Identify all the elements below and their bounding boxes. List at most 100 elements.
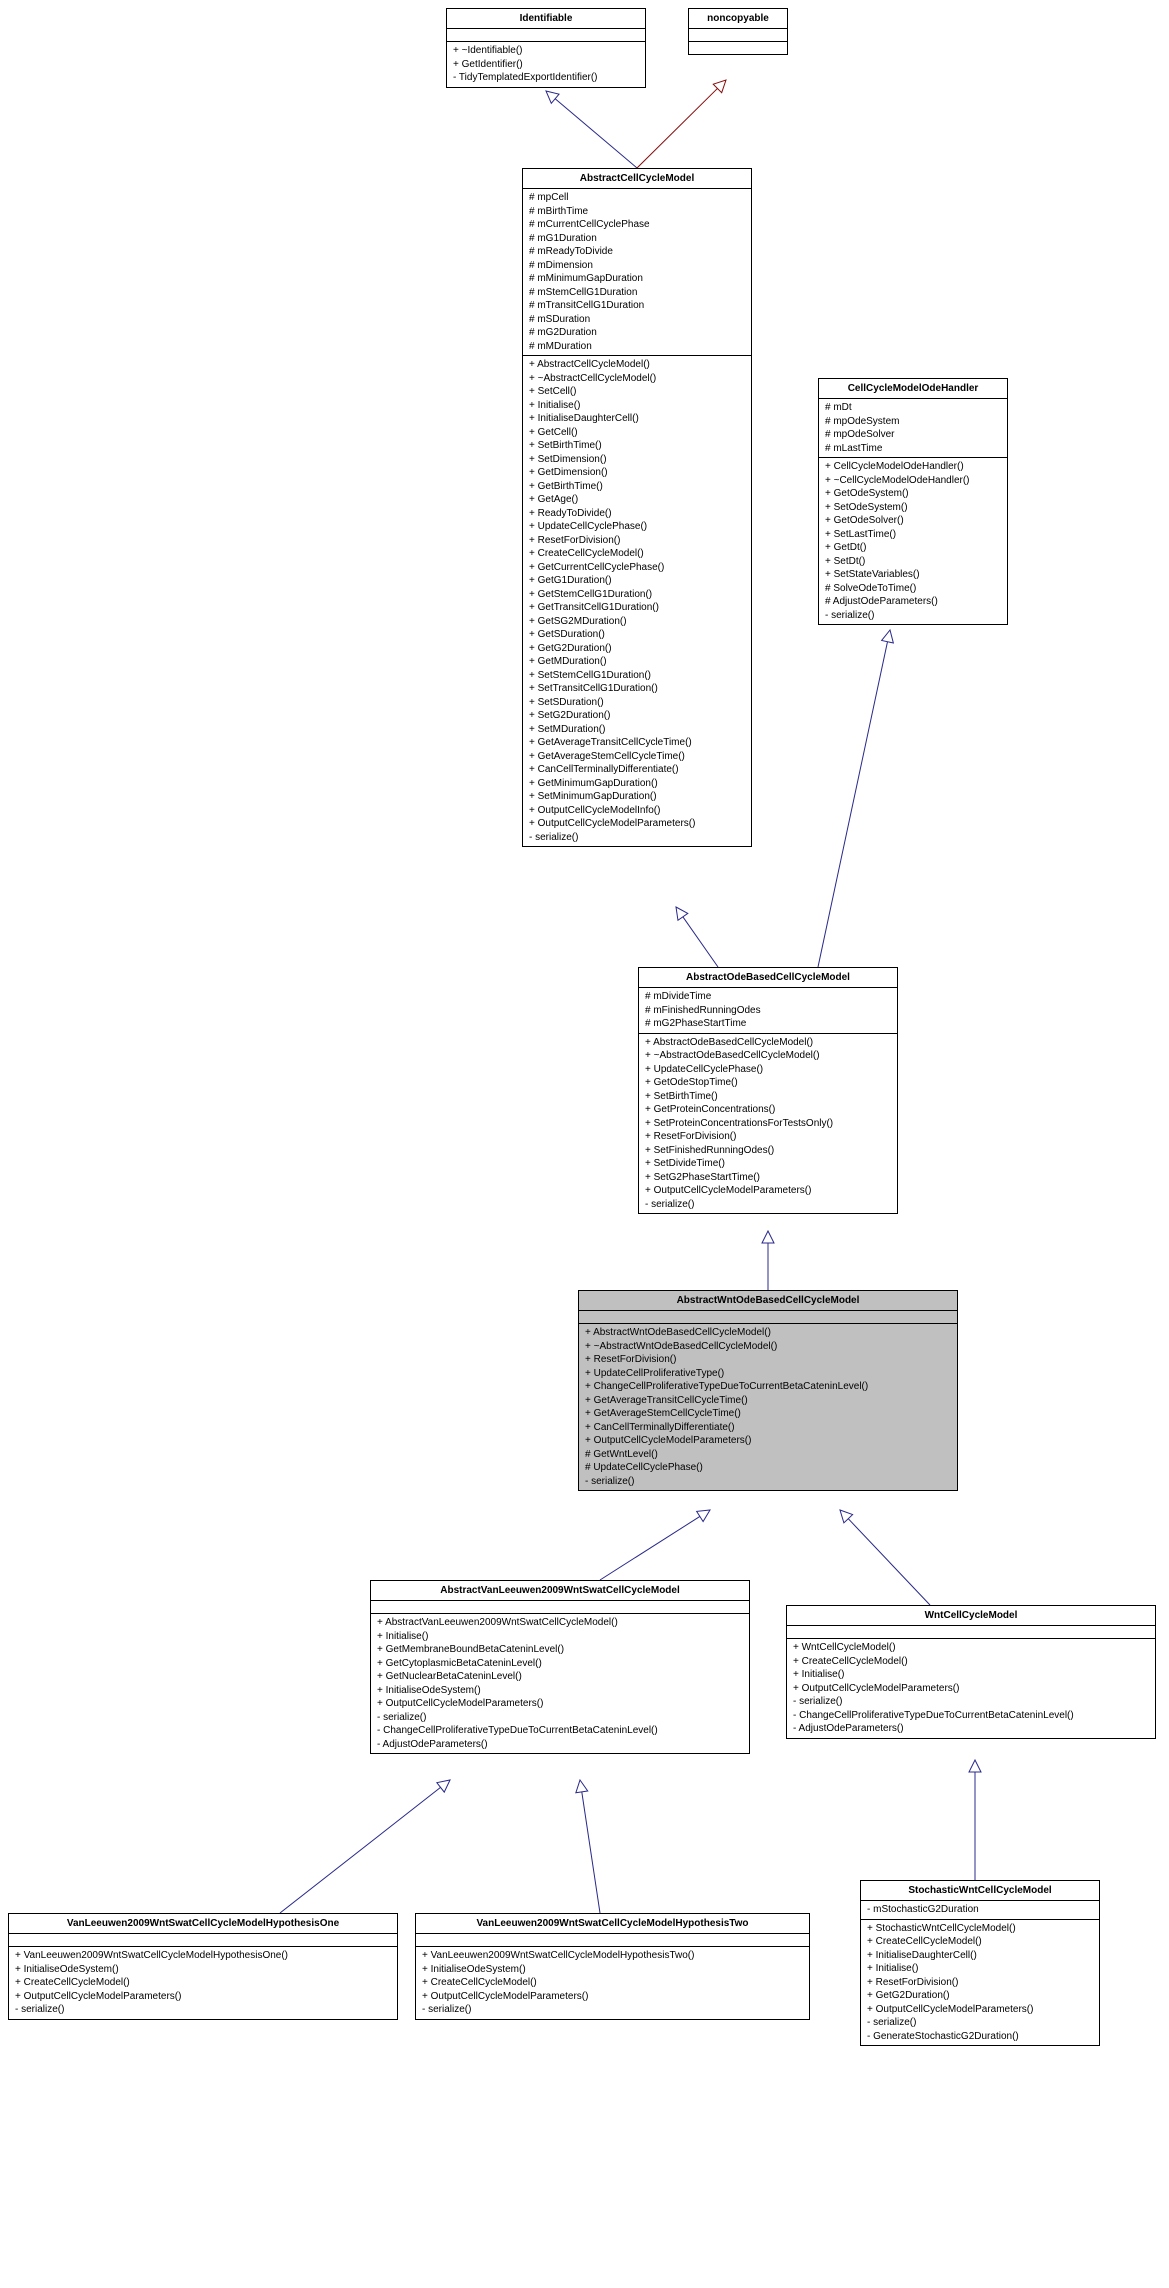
class-fields: # mDivideTime# mFinishedRunningOdes# mG2… [639,988,897,1034]
method-item: + SetDimension() [529,453,745,467]
method-item: + Initialise() [529,399,745,413]
method-item: + GetStemCellG1Duration() [529,588,745,602]
class-title: AbstractVanLeeuwen2009WntSwatCellCycleMo… [371,1581,749,1601]
method-item: # AdjustOdeParameters() [825,595,1001,609]
method-item: + SetDt() [825,555,1001,569]
field-item: # mDivideTime [645,990,891,1004]
method-item: + OutputCellCycleModelParameters() [377,1697,743,1711]
class-title: Identifiable [447,9,645,29]
class-methods: + VanLeeuwen2009WntSwatCellCycleModelHyp… [9,1947,397,2019]
method-item: + InitialiseOdeSystem() [422,1963,803,1977]
method-item: + GetNuclearBetaCateninLevel() [377,1670,743,1684]
method-item: + OutputCellCycleModelParameters() [529,817,745,831]
method-item: + GetBirthTime() [529,480,745,494]
class-methods: + AbstractCellCycleModel()+ ~AbstractCel… [523,356,751,846]
method-item: + Initialise() [793,1668,1149,1682]
field-item: # mLastTime [825,442,1001,456]
method-item: + SetLastTime() [825,528,1001,542]
method-item: + ResetForDivision() [585,1353,951,1367]
method-item: + Initialise() [867,1962,1093,1976]
field-item: # mFinishedRunningOdes [645,1004,891,1018]
method-item: + ResetForDivision() [867,1976,1093,1990]
field-item: # mpOdeSystem [825,415,1001,429]
method-item: + ~AbstractCellCycleModel() [529,372,745,386]
class-title: WntCellCycleModel [787,1606,1155,1626]
method-item: + GetOdeSolver() [825,514,1001,528]
method-item: + GetCurrentCellCyclePhase() [529,561,745,575]
method-item: + GetSDuration() [529,628,745,642]
class-methods: + WntCellCycleModel()+ CreateCellCycleMo… [787,1639,1155,1738]
method-item: + Initialise() [377,1630,743,1644]
method-item: + SetSDuration() [529,696,745,710]
method-item: + SetStateVariables() [825,568,1001,582]
method-item: - ChangeCellProliferativeTypeDueToCurren… [793,1709,1149,1723]
uml-class-WntCellCycleModel: WntCellCycleModel+ WntCellCycleModel()+ … [786,1605,1156,1739]
method-item: + OutputCellCycleModelParameters() [585,1434,951,1448]
uml-class-VanLeeuwen2009WntSwatCellCycleModelHypothesisTwo: VanLeeuwen2009WntSwatCellCycleModelHypot… [415,1913,810,2020]
method-item: + ResetForDivision() [645,1130,891,1144]
method-item: + SetBirthTime() [529,439,745,453]
class-fields: # mpCell# mBirthTime# mCurrentCellCycleP… [523,189,751,356]
method-item: + UpdateCellCyclePhase() [529,520,745,534]
method-item: + OutputCellCycleModelInfo() [529,804,745,818]
field-item: # mReadyToDivide [529,245,745,259]
class-title: AbstractCellCycleModel [523,169,751,189]
class-methods: + VanLeeuwen2009WntSwatCellCycleModelHyp… [416,1947,809,2019]
field-item: # mBirthTime [529,205,745,219]
method-item: - ChangeCellProliferativeTypeDueToCurren… [377,1724,743,1738]
method-item: + GetMDuration() [529,655,745,669]
method-item: + ReadyToDivide() [529,507,745,521]
method-item: + ~AbstractWntOdeBasedCellCycleModel() [585,1340,951,1354]
method-item: + GetG2Duration() [529,642,745,656]
method-item: + GetIdentifier() [453,58,639,72]
uml-class-AbstractVanLeeuwen2009WntSwatCellCycleModel: AbstractVanLeeuwen2009WntSwatCellCycleMo… [370,1580,750,1754]
method-item: + InitialiseDaughterCell() [529,412,745,426]
uml-class-AbstractOdeBasedCellCycleModel: AbstractOdeBasedCellCycleModel# mDivideT… [638,967,898,1214]
method-item: + OutputCellCycleModelParameters() [15,1990,391,2004]
method-item: - serialize() [377,1711,743,1725]
method-item: + WntCellCycleModel() [793,1641,1149,1655]
method-item: + GetTransitCellG1Duration() [529,601,745,615]
method-item: # GetWntLevel() [585,1448,951,1462]
method-item: + GetG1Duration() [529,574,745,588]
method-item: + OutputCellCycleModelParameters() [867,2003,1093,2017]
class-title: StochasticWntCellCycleModel [861,1881,1099,1901]
method-item: + GetOdeStopTime() [645,1076,891,1090]
method-item: - serialize() [15,2003,391,2017]
field-item: # mStemCellG1Duration [529,286,745,300]
uml-class-AbstractCellCycleModel: AbstractCellCycleModel# mpCell# mBirthTi… [522,168,752,847]
class-fields [416,1934,809,1947]
method-item: + CreateCellCycleModel() [793,1655,1149,1669]
method-item: + OutputCellCycleModelParameters() [422,1990,803,2004]
uml-class-AbstractWntOdeBasedCellCycleModel: AbstractWntOdeBasedCellCycleModel+ Abstr… [578,1290,958,1491]
method-item: - serialize() [867,2016,1093,2030]
field-item: # mpCell [529,191,745,205]
method-item: - serialize() [793,1695,1149,1709]
method-item: - serialize() [585,1475,951,1489]
method-item: + GetCell() [529,426,745,440]
field-item: # mG1Duration [529,232,745,246]
method-item: + CellCycleModelOdeHandler() [825,460,1001,474]
method-item: + AbstractVanLeeuwen2009WntSwatCellCycle… [377,1616,743,1630]
method-item: + GetOdeSystem() [825,487,1001,501]
method-item: - GenerateStochasticG2Duration() [867,2030,1093,2044]
method-item: + ~Identifiable() [453,44,639,58]
method-item: + SetProteinConcentrationsForTestsOnly() [645,1117,891,1131]
method-item: + GetAverageTransitCellCycleTime() [585,1394,951,1408]
method-item: + CreateCellCycleModel() [529,547,745,561]
uml-class-Identifiable: Identifiable + ~Identifiable()+ GetIdenti… [446,8,646,88]
method-item: - AdjustOdeParameters() [793,1722,1149,1736]
class-title: VanLeeuwen2009WntSwatCellCycleModelHypot… [9,1914,397,1934]
method-item: + VanLeeuwen2009WntSwatCellCycleModelHyp… [15,1949,391,1963]
method-item: + OutputCellCycleModelParameters() [645,1184,891,1198]
class-fields [689,29,787,42]
method-item: + SetCell() [529,385,745,399]
class-methods [689,42,787,54]
method-item: + CreateCellCycleModel() [422,1976,803,1990]
method-item: + SetOdeSystem() [825,501,1001,515]
uml-class-VanLeeuwen2009WntSwatCellCycleModelHypothesisOne: VanLeeuwen2009WntSwatCellCycleModelHypot… [8,1913,398,2020]
class-methods: + StochasticWntCellCycleModel()+ CreateC… [861,1920,1099,2046]
method-item: + CreateCellCycleModel() [867,1935,1093,1949]
method-item: + SetG2Duration() [529,709,745,723]
method-item: + AbstractWntOdeBasedCellCycleModel() [585,1326,951,1340]
